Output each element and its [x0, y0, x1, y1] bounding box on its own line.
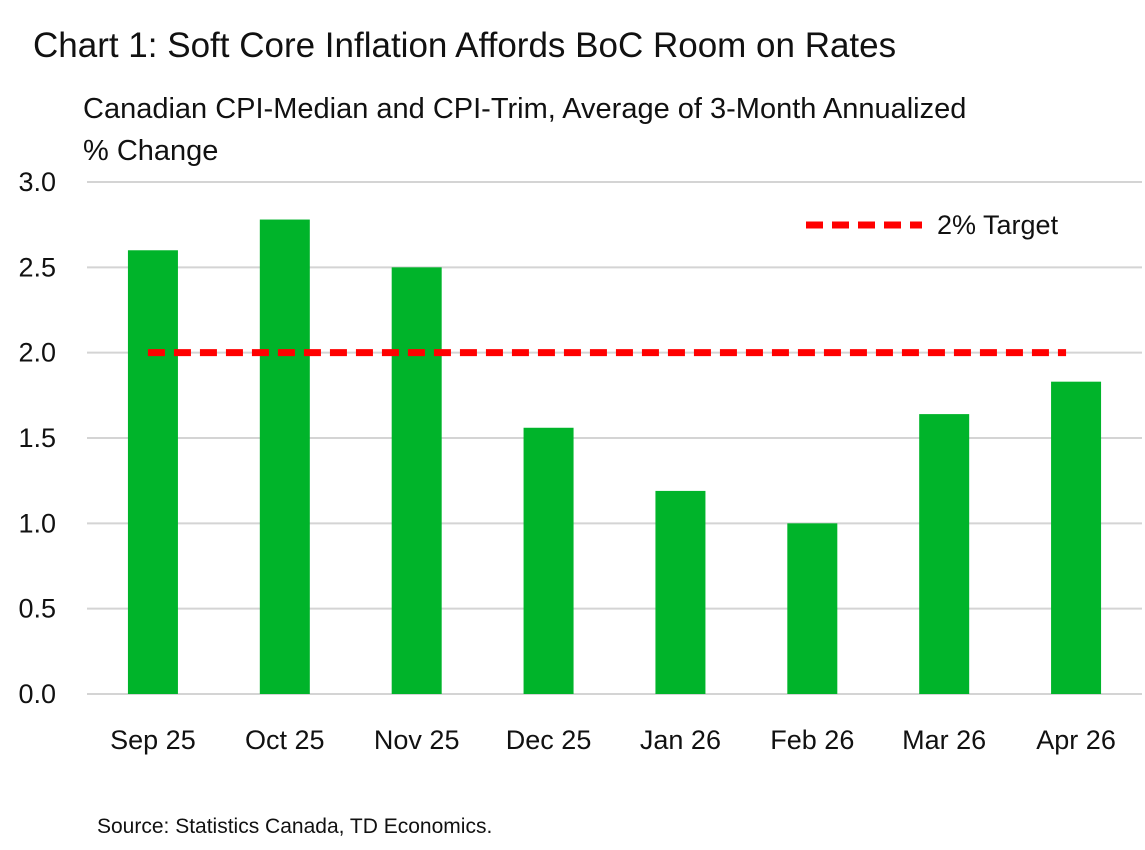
- bar-dec-25: [523, 427, 574, 694]
- y-tick-label: 0.0: [18, 679, 56, 709]
- y-axis-tick-labels: 0.0 0.5 1.0 1.5 2.0 2.5 3.0: [18, 167, 56, 709]
- y-tick-label: 2.5: [18, 252, 56, 282]
- bars: [127, 219, 1102, 694]
- legend: 2% Target: [806, 210, 1059, 240]
- bar-mar-26: [919, 414, 970, 694]
- x-axis-tick-labels: Sep 25 Oct 25 Nov 25 Dec 25 Jan 26 Feb 26 Mar …: [110, 725, 1116, 755]
- y-tick-label: 1.5: [18, 423, 56, 453]
- x-tick-label: Jan 26: [640, 725, 721, 755]
- bar-nov-25: [391, 267, 442, 694]
- bar-oct-25: [259, 219, 310, 694]
- bar-apr-26: [1051, 381, 1102, 694]
- bar-feb-26: [787, 523, 838, 694]
- chart-subtitle: Canadian CPI-Median and CPI-Trim, Averag…: [83, 93, 967, 167]
- y-tick-label: 0.5: [18, 594, 56, 624]
- x-tick-label: Mar 26: [902, 725, 986, 755]
- y-tick-label: 3.0: [18, 167, 56, 197]
- x-tick-label: Oct 25: [245, 725, 325, 755]
- source-note: Source: Statistics Canada, TD Economics.: [97, 815, 493, 838]
- x-tick-label: Apr 26: [1036, 725, 1116, 755]
- chart-title: Chart 1: Soft Core Inflation Affords BoC…: [33, 26, 897, 65]
- x-tick-label: Sep 25: [110, 725, 196, 755]
- x-tick-label: Dec 25: [506, 725, 592, 755]
- legend-label-target: 2% Target: [937, 210, 1059, 240]
- x-tick-label: Feb 26: [770, 725, 854, 755]
- bar-jan-26: [655, 490, 706, 694]
- x-tick-label: Nov 25: [374, 725, 460, 755]
- y-tick-label: 1.0: [18, 508, 56, 538]
- bar-sep-25: [127, 250, 178, 694]
- y-tick-label: 2.0: [18, 338, 56, 368]
- gridlines: [87, 181, 1142, 695]
